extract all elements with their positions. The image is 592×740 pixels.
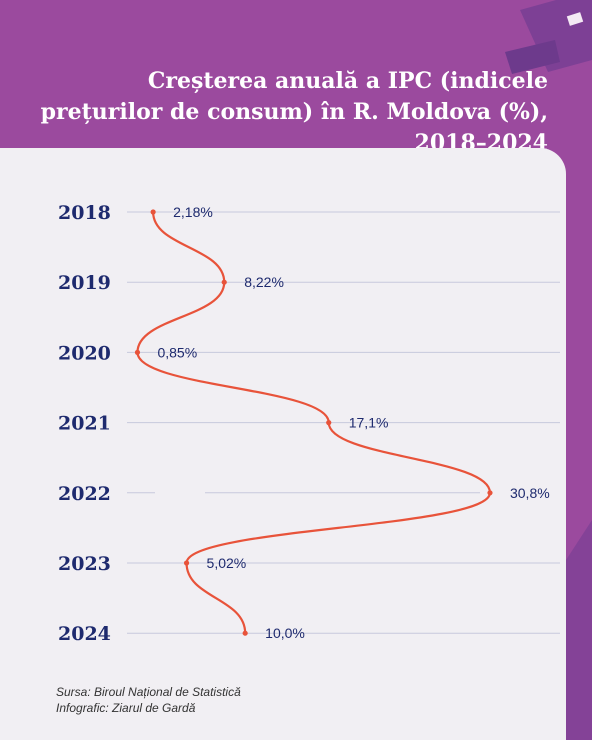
- y-tick-label: 2018: [58, 202, 111, 224]
- data-point: [487, 490, 493, 496]
- data-point: [134, 349, 141, 355]
- credit-text: Infografic: Ziarul de Gardă: [56, 701, 196, 715]
- data-point: [150, 209, 156, 215]
- chart-card: [0, 148, 566, 740]
- y-tick-label: 2021: [58, 413, 111, 435]
- bottom-right-shape: [566, 520, 592, 740]
- y-tick-label: 2020: [58, 342, 111, 364]
- data-label: 17,1%: [349, 415, 389, 431]
- data-label: 10,0%: [265, 625, 305, 641]
- data-point: [326, 420, 332, 426]
- y-tick-label: 2024: [58, 623, 111, 645]
- data-label: 8,22%: [244, 274, 284, 290]
- source-text: Sursa: Biroul Național de Statistică: [56, 685, 241, 699]
- data-point: [221, 279, 227, 285]
- data-label: 5,02%: [207, 555, 247, 571]
- lamp-icon: [505, 0, 592, 74]
- data-point: [183, 560, 190, 566]
- series-line: [136, 211, 492, 634]
- data-label: 2,18%: [173, 204, 213, 220]
- data-label: 0,85%: [157, 344, 197, 360]
- data-point: [242, 630, 248, 636]
- y-tick-label: 2022: [58, 483, 111, 505]
- y-tick-label: 2023: [58, 553, 111, 575]
- source-note: Sursa: Biroul Național de Statistică Inf…: [56, 684, 241, 716]
- data-label: 30,8%: [510, 485, 550, 501]
- y-tick-label: 2019: [58, 272, 111, 294]
